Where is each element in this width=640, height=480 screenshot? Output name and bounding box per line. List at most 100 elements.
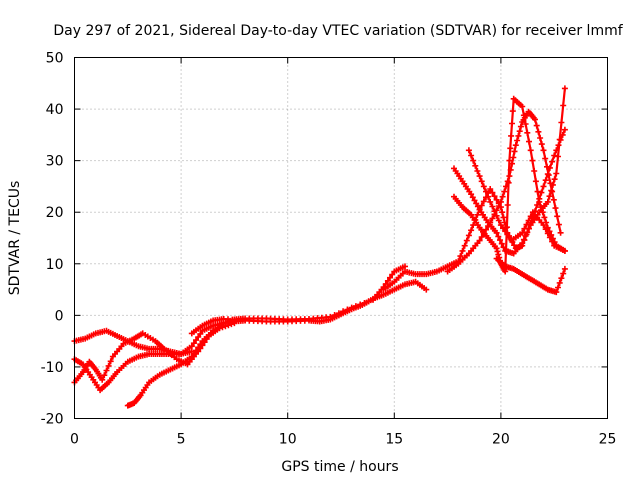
data-point: [524, 229, 531, 236]
data-point: [470, 157, 477, 164]
data-point: [555, 221, 562, 228]
data-point: [551, 152, 558, 159]
data-point: [519, 229, 526, 236]
data-point: [514, 137, 521, 144]
data-point: [542, 177, 549, 184]
data-point: [561, 126, 568, 133]
data-point: [546, 193, 553, 200]
data-point: [558, 119, 565, 126]
data-point: [195, 334, 202, 340]
data-point: [527, 147, 534, 154]
data-point: [549, 181, 556, 188]
data-point: [538, 204, 544, 211]
data-point: [555, 284, 561, 291]
y-tick-label: 0: [55, 308, 64, 324]
data-point: [499, 209, 506, 216]
data-point: [384, 277, 391, 284]
data-point: [103, 367, 110, 374]
data-point: [540, 147, 547, 154]
data-point: [509, 120, 515, 127]
series-pass-3: [71, 348, 195, 394]
data-point: [468, 227, 475, 234]
y-tick-label: 20: [46, 205, 64, 221]
data-point: [519, 240, 526, 247]
data-point: [555, 153, 561, 160]
data-point: [389, 271, 396, 278]
data-point: [517, 123, 524, 130]
data-point: [197, 330, 204, 337]
data-point: [540, 183, 547, 190]
data-point: [519, 103, 526, 110]
data-point: [498, 240, 505, 247]
data-point: [495, 251, 502, 258]
data-point: [521, 225, 528, 232]
data-point: [188, 353, 195, 360]
data-point: [472, 162, 479, 169]
x-axis-label: GPS time / hours: [281, 459, 398, 475]
axis-ticks: 0 5 10 15 20 25 -20 -10 0 10 20 30 40 50: [41, 51, 617, 448]
data-point: [538, 141, 545, 148]
data-point: [99, 376, 106, 383]
data-point: [501, 188, 508, 195]
data-point: [544, 163, 550, 170]
data-point: [478, 202, 485, 209]
x-tick-label: 5: [177, 432, 186, 448]
x-tick-label: 20: [492, 432, 510, 448]
x-tick-label: 15: [385, 432, 403, 448]
data-point: [544, 198, 551, 205]
data-point: [504, 202, 511, 208]
data-point: [101, 372, 108, 379]
data-point: [556, 136, 563, 143]
data-point: [497, 198, 504, 205]
data-point: [533, 122, 540, 129]
data-point: [474, 168, 481, 174]
data-point: [476, 173, 483, 180]
data-point: [493, 196, 500, 203]
data-point: [534, 188, 541, 195]
data-point: [505, 179, 512, 186]
data-point: [551, 176, 558, 183]
y-axis-label: SDTVAR / TECUs: [7, 181, 23, 296]
data-point: [485, 193, 492, 200]
data-point: [539, 209, 546, 216]
data-point: [500, 214, 507, 221]
data-point: [549, 238, 556, 245]
plot-area: [71, 85, 568, 409]
data-point: [541, 214, 548, 221]
data-point: [561, 247, 568, 254]
data-point: [512, 142, 519, 149]
data-point: [511, 148, 518, 155]
data-point: [502, 228, 509, 235]
data-point: [387, 274, 393, 281]
series-pass-5: [188, 278, 430, 337]
data-point: [489, 189, 496, 196]
data-point: [480, 183, 487, 190]
data-point: [532, 116, 538, 123]
data-point: [538, 189, 545, 196]
grid: [74, 57, 608, 419]
series-pass-4: [124, 263, 408, 409]
data-point: [497, 222, 504, 229]
data-point: [537, 135, 544, 141]
data-point: [553, 170, 560, 177]
y-tick-label: -20: [41, 412, 64, 428]
data-point: [506, 234, 513, 241]
chart-title: Day 297 of 2021, Sidereal Day-to-day VTE…: [53, 23, 623, 39]
data-point: [542, 226, 549, 233]
series-line: [452, 97, 566, 273]
data-point: [542, 155, 549, 162]
data-point: [523, 221, 530, 228]
data-point: [499, 193, 506, 200]
data-point: [544, 230, 551, 237]
data-point: [503, 246, 509, 253]
y-tick-label: 50: [46, 51, 64, 67]
data-point: [561, 265, 568, 272]
data-point: [536, 198, 543, 205]
data-point: [468, 152, 475, 159]
series-pass-10: [465, 147, 568, 254]
data-point: [195, 344, 202, 351]
data-point: [506, 157, 513, 164]
data-point: [525, 217, 532, 224]
data-point: [489, 203, 496, 210]
